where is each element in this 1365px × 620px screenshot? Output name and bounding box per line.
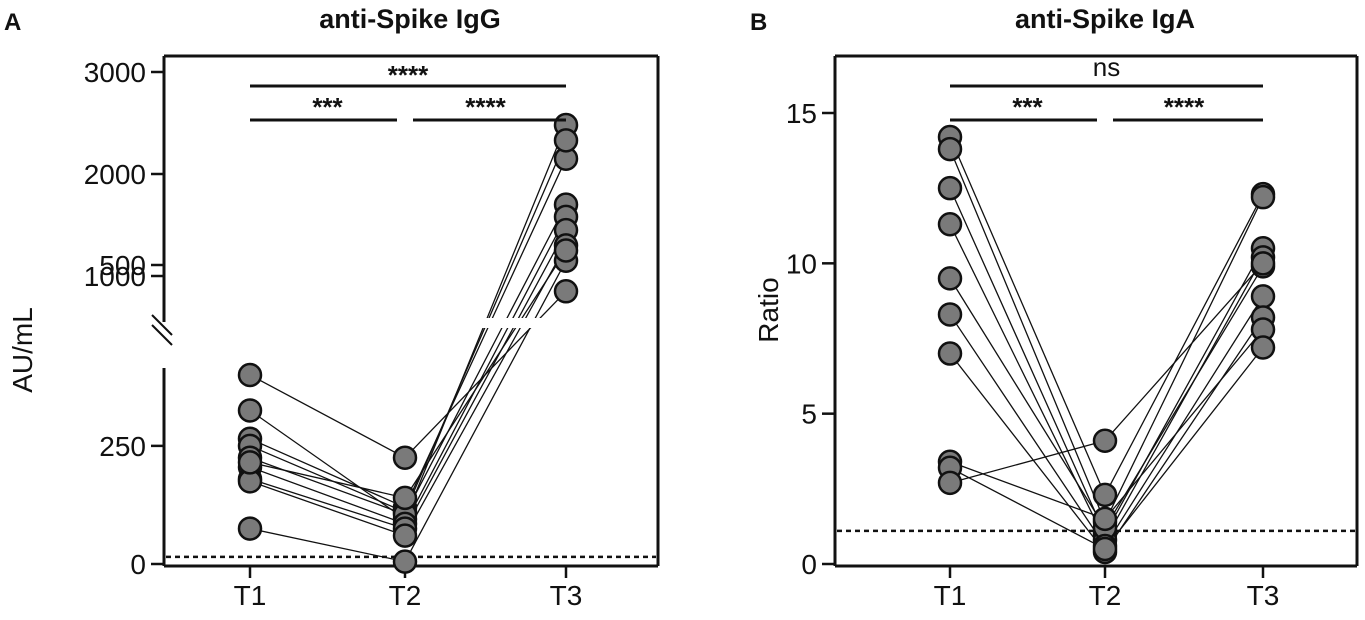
subject-line — [949, 314, 1106, 547]
panel-letter: B — [750, 9, 767, 36]
subject-line — [1104, 317, 1264, 553]
data-point — [392, 523, 418, 548]
data-point — [937, 341, 963, 366]
significance-label: *** — [312, 92, 343, 122]
data-point — [937, 470, 963, 496]
x-tick-label: T1 — [234, 580, 267, 611]
data-point — [237, 450, 263, 475]
y-tick-label: 0 — [801, 549, 817, 580]
subject-line — [249, 438, 406, 508]
data-point — [392, 445, 418, 470]
subject-line — [949, 136, 1106, 496]
y-tick-label: 2000 — [84, 159, 146, 190]
data-point — [937, 175, 963, 201]
subject-line — [249, 461, 406, 499]
data-point — [1250, 184, 1276, 210]
subject-line — [949, 223, 1106, 541]
y-tick-label: 15 — [786, 98, 817, 129]
data-point — [237, 398, 263, 423]
data-point — [553, 128, 579, 153]
significance-label: *** — [1012, 92, 1043, 122]
data-point — [392, 549, 418, 574]
axis-break-mark — [151, 324, 173, 346]
subject-line — [249, 445, 406, 513]
y-tick-label: 250 — [99, 431, 146, 462]
subject-line — [949, 148, 1106, 523]
data-point — [1092, 428, 1118, 453]
axis-break-gap — [458, 318, 588, 328]
significance-label: **** — [1164, 92, 1205, 122]
data-point — [237, 516, 263, 541]
data-point — [1092, 482, 1118, 508]
subject-line — [1104, 347, 1264, 550]
subject-line — [249, 466, 406, 525]
x-tick-label: T2 — [389, 580, 422, 611]
data-point — [937, 211, 963, 237]
subject-line — [1104, 296, 1264, 547]
subject-line — [1104, 257, 1264, 541]
subject-line — [249, 374, 406, 459]
data-point — [553, 238, 579, 263]
x-tick-label: T3 — [550, 580, 583, 611]
x-tick-label: T3 — [1247, 580, 1280, 611]
subject-line — [1104, 262, 1264, 442]
data-point — [1250, 335, 1276, 360]
subject-line — [949, 461, 1106, 520]
y-tick-label: 3000 — [84, 57, 146, 88]
subject-line — [249, 409, 406, 520]
subject-line — [404, 260, 567, 562]
data-point — [237, 362, 263, 388]
significance-label: ns — [1093, 52, 1120, 82]
subject-line — [1104, 329, 1264, 520]
significance-label: **** — [465, 92, 506, 122]
subject-line — [949, 467, 1106, 550]
subject-line — [949, 187, 1106, 535]
data-point — [937, 266, 963, 291]
data-point — [1092, 506, 1118, 532]
data-point — [1092, 536, 1118, 562]
x-tick-label: T1 — [934, 580, 967, 611]
y-tick-label: 0 — [130, 549, 146, 580]
data-point — [1250, 284, 1276, 309]
subject-line — [949, 278, 1106, 529]
subject-line — [249, 478, 406, 530]
data-point — [937, 302, 963, 327]
subject-line — [404, 245, 567, 536]
subject-line — [249, 527, 406, 563]
subject-line — [949, 353, 1106, 553]
x-tick-label: T2 — [1089, 580, 1122, 611]
y-tick-label: 5 — [801, 399, 817, 430]
axis-break-mark — [151, 314, 173, 336]
data-point — [553, 279, 579, 304]
data-point — [392, 485, 418, 511]
y-tick-label: 1000 — [84, 261, 146, 292]
subject-line — [404, 250, 567, 499]
subject-line — [404, 229, 567, 529]
data-point — [937, 136, 963, 162]
subject-line — [1104, 193, 1264, 496]
subject-line — [249, 457, 406, 515]
subject-line — [1104, 266, 1264, 529]
y-axis-label: Ratio — [753, 277, 784, 342]
data-point — [1250, 251, 1276, 276]
chart-title: anti-Spike IgG — [319, 4, 501, 34]
panel-letter: A — [4, 9, 21, 36]
subject-line — [404, 204, 567, 515]
y-axis-label: AU/mL — [7, 307, 38, 393]
significance-label: **** — [388, 60, 429, 90]
subject-line — [949, 440, 1106, 484]
subject-line — [404, 216, 567, 525]
chart-title: anti-Spike IgA — [1015, 4, 1195, 34]
subject-line — [1104, 196, 1264, 523]
y-tick-label: 500 — [99, 250, 146, 281]
subject-line — [249, 480, 406, 537]
y-tick-label: 10 — [786, 248, 817, 279]
